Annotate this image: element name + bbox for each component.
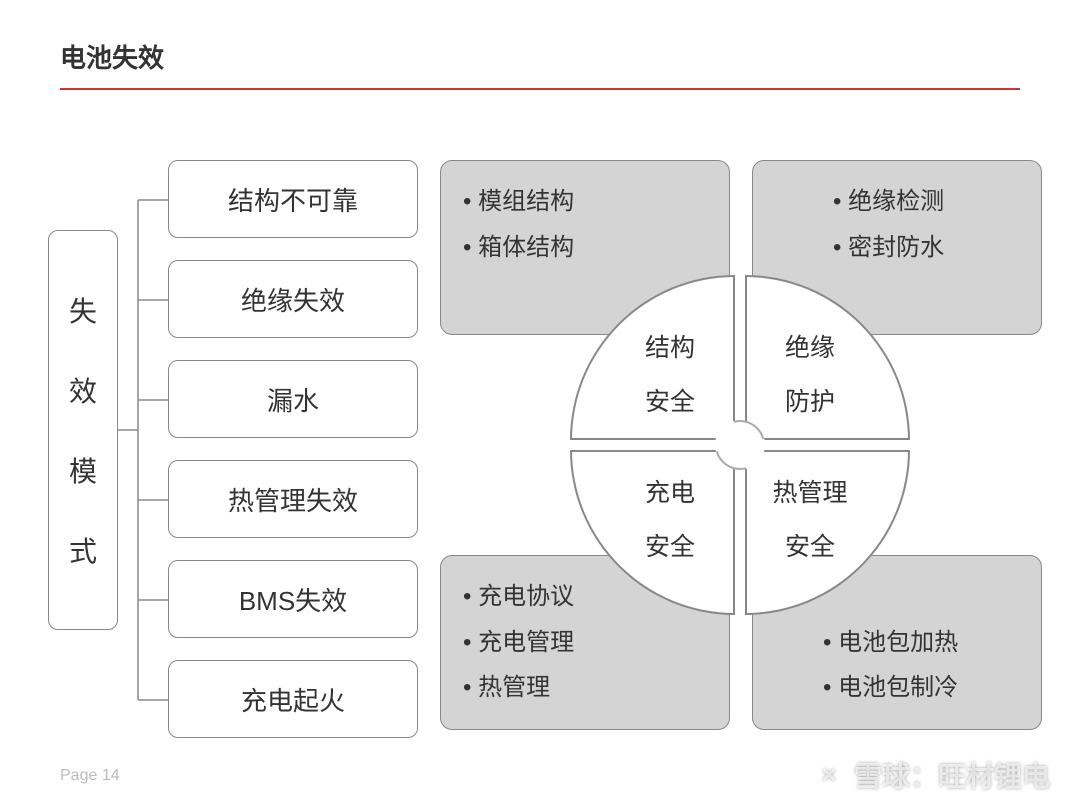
panel-bullet: 充电协议 bbox=[463, 574, 574, 620]
tree-item: 热管理失效 bbox=[168, 460, 418, 538]
watermark-icon: ✕ bbox=[812, 758, 846, 792]
quad-tl: 结构 安全 bbox=[570, 275, 735, 440]
quad-label: 安全 bbox=[645, 527, 695, 563]
quad-label: 充电 bbox=[645, 473, 695, 509]
tree-item: 充电起火 bbox=[168, 660, 418, 738]
watermark: ✕ 雪球：旺材锂电 bbox=[812, 755, 1050, 795]
tree-item: 漏水 bbox=[168, 360, 418, 438]
panel-bullet: 模组结构 bbox=[463, 179, 707, 225]
panel-bullet: 热管理 bbox=[463, 665, 574, 711]
root-char: 式 bbox=[69, 530, 97, 570]
title-underline bbox=[60, 88, 1020, 90]
quad-label: 结构 bbox=[645, 328, 695, 364]
circle-diagram: 结构 安全 绝缘 防护 充电 安全 热管理 安全 bbox=[570, 275, 910, 615]
quad-label: 防护 bbox=[785, 382, 835, 418]
watermark-text: 雪球：旺材锂电 bbox=[854, 755, 1050, 795]
slide-title: 电池失效 bbox=[60, 38, 164, 75]
root-char: 效 bbox=[69, 370, 97, 410]
quad-label: 热管理 bbox=[772, 473, 847, 509]
page-number: Page 14 bbox=[60, 767, 120, 785]
quad-br: 热管理 安全 bbox=[745, 450, 910, 615]
quad-bl: 充电 安全 bbox=[570, 450, 735, 615]
quad-label: 安全 bbox=[645, 382, 695, 418]
tree-connectors bbox=[118, 160, 168, 760]
panel-bullet: 充电管理 bbox=[463, 620, 574, 666]
panel-bullet: 电池包制冷 bbox=[823, 665, 958, 711]
tree-item: 结构不可靠 bbox=[168, 160, 418, 238]
tree-item: 绝缘失效 bbox=[168, 260, 418, 338]
panel-bullet: 电池包加热 bbox=[823, 620, 958, 666]
root-char: 模 bbox=[69, 450, 97, 490]
panel-bullet: 密封防水 bbox=[833, 225, 1019, 271]
root-char: 失 bbox=[69, 290, 97, 330]
tree-root-box: 失 效 模 式 bbox=[48, 230, 118, 630]
quad-label: 安全 bbox=[785, 527, 835, 563]
quad-tr: 绝缘 防护 bbox=[745, 275, 910, 440]
quad-label: 绝缘 bbox=[785, 328, 835, 364]
tree-item: BMS失效 bbox=[168, 560, 418, 638]
panel-bullet: 箱体结构 bbox=[463, 225, 707, 271]
panel-bullet: 绝缘检测 bbox=[833, 179, 1019, 225]
